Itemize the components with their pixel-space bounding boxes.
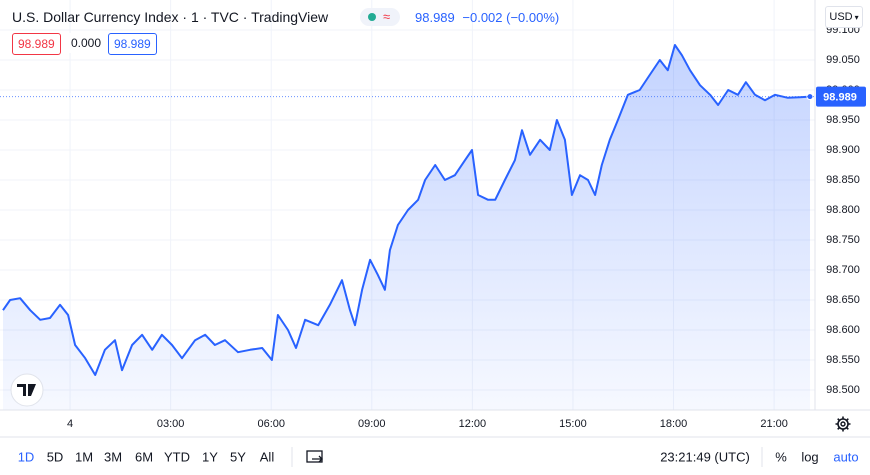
- delayed-icon: ≈: [383, 9, 391, 24]
- price-change: −0.002 (−0.00%): [462, 10, 560, 25]
- x-tick-label: 12:00: [459, 418, 487, 430]
- range-button[interactable]: 6M: [135, 449, 153, 464]
- x-tick-label: 09:00: [358, 418, 386, 430]
- market-open-dot: [368, 13, 376, 21]
- range-button[interactable]: 1M: [75, 449, 93, 464]
- range-button[interactable]: 1Y: [202, 449, 218, 464]
- settings-icon[interactable]: [835, 416, 851, 432]
- last-price: 98.989: [415, 10, 455, 25]
- y-tick-label: 99.050: [826, 54, 860, 66]
- sell-price[interactable]: 98.989: [12, 33, 61, 55]
- auto-toggle[interactable]: auto: [833, 449, 858, 464]
- buy-price[interactable]: 98.989: [108, 33, 157, 55]
- x-tick-label: 4: [67, 418, 73, 430]
- x-tick-label: 06:00: [257, 418, 285, 430]
- x-tick-label: 03:00: [157, 418, 185, 430]
- y-tick-label: 98.700: [826, 264, 860, 276]
- y-tick-label: 98.600: [826, 324, 860, 336]
- clock: 23:21:49 (UTC): [660, 449, 750, 464]
- x-tick-label: 21:00: [760, 418, 788, 430]
- quote: 98.989 −0.002 (−0.00%): [415, 9, 559, 27]
- range-button[interactable]: 3M: [104, 449, 122, 464]
- currency-select[interactable]: USD ▾: [825, 6, 863, 28]
- y-tick-label: 98.750: [826, 234, 860, 246]
- y-tick-label: 98.650: [826, 294, 860, 306]
- y-tick-label: 98.500: [826, 384, 860, 396]
- percent-toggle[interactable]: %: [775, 449, 787, 464]
- range-button[interactable]: 5D: [47, 449, 64, 464]
- area-fill: [3, 45, 810, 410]
- last-price-tag: [816, 86, 866, 107]
- x-tick-label: 18:00: [660, 418, 688, 430]
- range-button[interactable]: YTD: [164, 449, 190, 464]
- range-button[interactable]: 5Y: [230, 449, 246, 464]
- spread: 0.000: [66, 33, 107, 53]
- range-button[interactable]: All: [260, 449, 275, 464]
- last-point: [806, 93, 814, 101]
- currency: USD: [829, 11, 853, 23]
- price-line: [2, 44, 811, 376]
- y-tick-label: 98.800: [826, 204, 860, 216]
- dropdown-caret: ▾: [854, 13, 859, 22]
- last-price-label: 98.989: [823, 92, 857, 104]
- compare-icon[interactable]: [306, 450, 323, 463]
- symbol-title[interactable]: U.S. Dollar Currency Index · 1 · TVC · T…: [12, 9, 329, 25]
- y-tick-label: 98.900: [826, 144, 860, 156]
- y-tick-label: 98.550: [826, 354, 860, 366]
- status-badges[interactable]: ≈: [360, 8, 400, 26]
- range-button[interactable]: 1D: [18, 449, 35, 464]
- y-tick-label: 98.950: [826, 114, 860, 126]
- y-tick-label: 98.850: [826, 174, 860, 186]
- x-tick-label: 15:00: [559, 418, 587, 430]
- log-toggle[interactable]: log: [801, 449, 818, 464]
- tv-logo[interactable]: [10, 373, 44, 407]
